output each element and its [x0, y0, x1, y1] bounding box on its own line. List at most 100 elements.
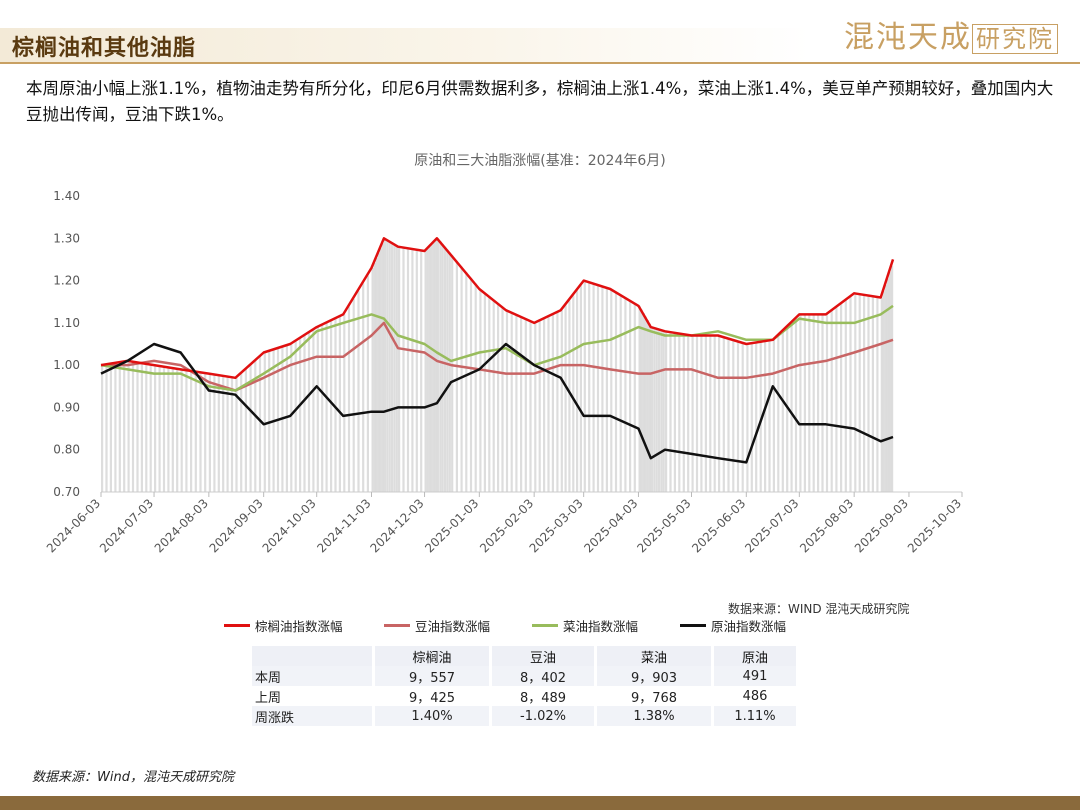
background-bar — [451, 255, 454, 492]
background-bar — [448, 252, 451, 492]
y-tick-label: 1.00 — [53, 358, 80, 372]
background-bar — [217, 375, 220, 492]
footnote: 数据来源：Wind，混沌天成研究院 — [32, 770, 234, 785]
x-tick-label: 2025-05-03 — [634, 496, 693, 555]
background-bar — [388, 241, 391, 492]
y-tick-label: 1.20 — [53, 274, 80, 288]
x-tick-label: 2024-07-03 — [97, 496, 156, 555]
y-tick-label: 0.90 — [53, 400, 80, 414]
background-bar — [882, 291, 885, 492]
table-header-row: 棕榈油 豆油 菜油 原油 — [252, 646, 799, 666]
background-bar — [655, 328, 658, 492]
table-cell: 9，425 — [373, 686, 492, 706]
background-bar — [303, 335, 306, 492]
background-bar — [393, 243, 396, 492]
background-bar — [158, 365, 161, 492]
table-cell: 1.11% — [712, 706, 799, 726]
background-bar — [432, 242, 435, 492]
background-bar — [426, 248, 429, 492]
background-bar — [790, 322, 793, 492]
background-bar — [746, 344, 749, 492]
background-bar — [383, 238, 387, 492]
background-bar — [588, 282, 591, 492]
background-bar — [105, 364, 108, 492]
background-bar — [722, 337, 725, 492]
background-bar — [644, 316, 647, 492]
background-bar — [441, 243, 444, 492]
background-bar — [149, 364, 152, 492]
background-bar — [673, 332, 676, 492]
table-row-label: 本周 — [252, 666, 375, 686]
background-bar — [436, 238, 440, 492]
background-bar — [430, 244, 433, 492]
background-bar — [406, 248, 410, 492]
x-tick-label: 2024-09-03 — [207, 496, 266, 555]
background-bar — [551, 314, 554, 492]
background-bar — [755, 342, 758, 492]
page-title: 棕榈油和其他油脂 — [12, 35, 197, 61]
background-bar — [794, 318, 798, 492]
background-bar — [515, 314, 518, 492]
background-bar — [576, 290, 579, 492]
background-bar — [556, 312, 559, 492]
background-bar — [101, 365, 104, 492]
background-bar — [321, 325, 324, 492]
background-bar — [325, 322, 328, 492]
brand-boxed: 研究院 — [972, 24, 1058, 54]
background-bar — [235, 377, 238, 492]
table-cell: -1.02% — [490, 706, 597, 726]
background-bar — [605, 287, 608, 492]
background-bar — [583, 280, 586, 492]
background-bar — [244, 369, 247, 492]
background-bar — [240, 373, 243, 492]
background-bar — [884, 284, 887, 492]
background-bar — [844, 300, 847, 492]
table-cell: 486 — [712, 686, 799, 706]
brand-logo: 混沌天成 研究院 — [844, 12, 1058, 56]
background-bar — [646, 320, 649, 492]
table-header: 菜油 — [595, 646, 714, 666]
background-bar — [171, 368, 174, 492]
background-bar — [371, 267, 374, 492]
background-bar — [226, 376, 229, 492]
background-bar — [299, 338, 302, 492]
legend-swatch-soy — [384, 624, 410, 627]
y-tick-label: 1.30 — [53, 231, 80, 245]
line-chart: 1.40 1.30 1.20 1.10 1.00 0.90 0.80 0.702024-06-… — [44, 189, 964, 555]
chart-source: 数据来源：WIND 混沌天成研究院 — [728, 602, 910, 616]
background-bar — [682, 334, 685, 492]
background-bar — [180, 369, 183, 492]
background-bar — [390, 242, 394, 492]
background-bar — [642, 313, 645, 492]
background-bar — [330, 320, 333, 492]
background-bar — [230, 377, 234, 492]
bottom-bar — [0, 796, 1080, 810]
background-bar — [786, 327, 789, 492]
background-bar — [650, 327, 653, 492]
x-tick-label: 2025-04-03 — [581, 496, 640, 555]
background-bar — [213, 374, 216, 492]
background-bar — [190, 370, 193, 492]
background-bar — [704, 335, 707, 492]
background-bar — [572, 295, 575, 492]
background-bar — [118, 362, 121, 492]
background-bar — [285, 345, 288, 492]
background-bar — [312, 329, 315, 492]
background-bar — [379, 248, 382, 492]
background-bar — [678, 333, 681, 492]
table-row: 上周 9，425 8，489 9，768 486 — [252, 686, 799, 706]
background-bar — [741, 342, 744, 492]
background-bar — [136, 362, 139, 492]
background-bar — [455, 260, 458, 492]
legend-label-crude: 原油指数涨幅 — [711, 619, 787, 634]
series-line-palm — [100, 237, 895, 380]
background-bar — [891, 265, 894, 492]
background-bar — [640, 309, 643, 492]
background-bar — [732, 339, 735, 492]
price-table: 棕榈油 豆油 菜油 原油 本周 9，557 8，402 9，903 491 上周… — [252, 646, 799, 726]
legend-label-soy: 豆油指数涨幅 — [415, 619, 491, 634]
background-bar — [601, 286, 604, 492]
background-bar — [366, 275, 369, 492]
table-cell: 9，557 — [373, 666, 492, 686]
background-bar — [249, 365, 252, 492]
